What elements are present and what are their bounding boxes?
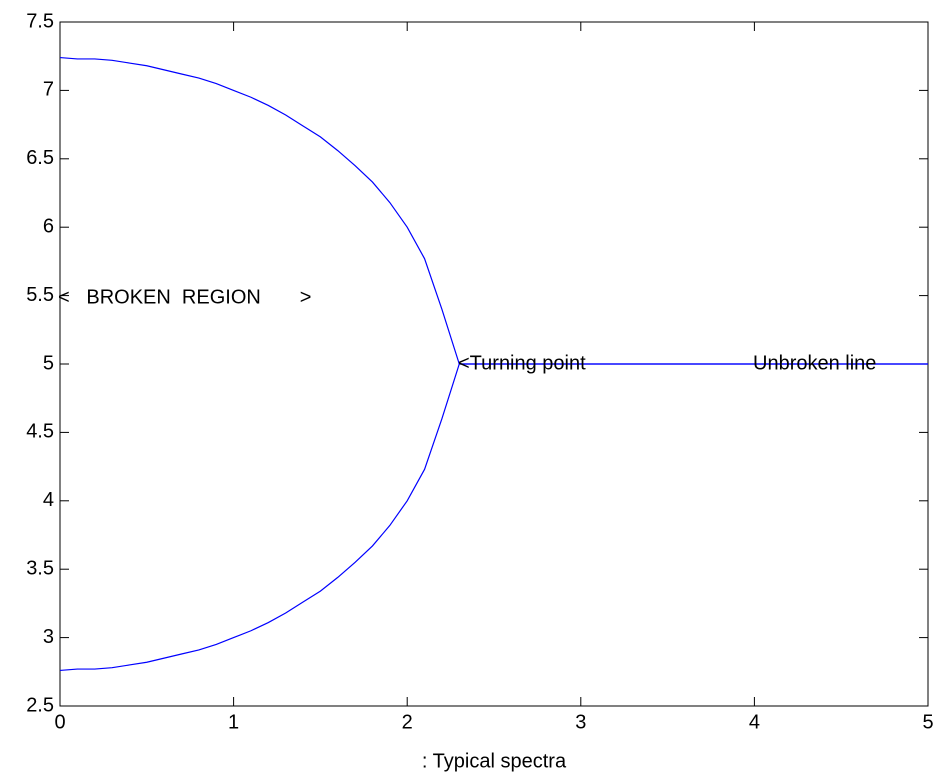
y-tick-label: 3.5 — [26, 557, 54, 579]
y-tick-label: 4.5 — [26, 421, 54, 443]
data-line — [59, 56, 928, 365]
x-tick-label: 5 — [922, 711, 933, 733]
annotation: <Turning point — [458, 352, 586, 374]
y-tick-label: 5 — [43, 352, 54, 374]
x-tick-label: 3 — [575, 711, 586, 733]
y-tick-label: 5.5 — [26, 284, 54, 306]
x-tick-label: 1 — [228, 711, 239, 733]
y-tick-label: 3 — [43, 626, 54, 648]
x-tick-label: 2 — [402, 711, 413, 733]
x-axis-label: : Typical spectra — [422, 750, 567, 772]
data-line — [59, 363, 928, 672]
x-tick-label: 0 — [54, 711, 65, 733]
annotation: < BROKEN REGION > — [58, 286, 311, 308]
y-tick-label: 6.5 — [26, 147, 54, 169]
y-tick-label: 6 — [43, 215, 54, 237]
y-tick-label: 2.5 — [26, 694, 54, 716]
y-tick-label: 4 — [43, 489, 54, 511]
y-tick-label: 7.5 — [26, 10, 54, 32]
annotation: Unbroken line — [753, 352, 876, 374]
y-tick-label: 7 — [43, 79, 54, 101]
x-tick-label: 4 — [749, 711, 760, 733]
